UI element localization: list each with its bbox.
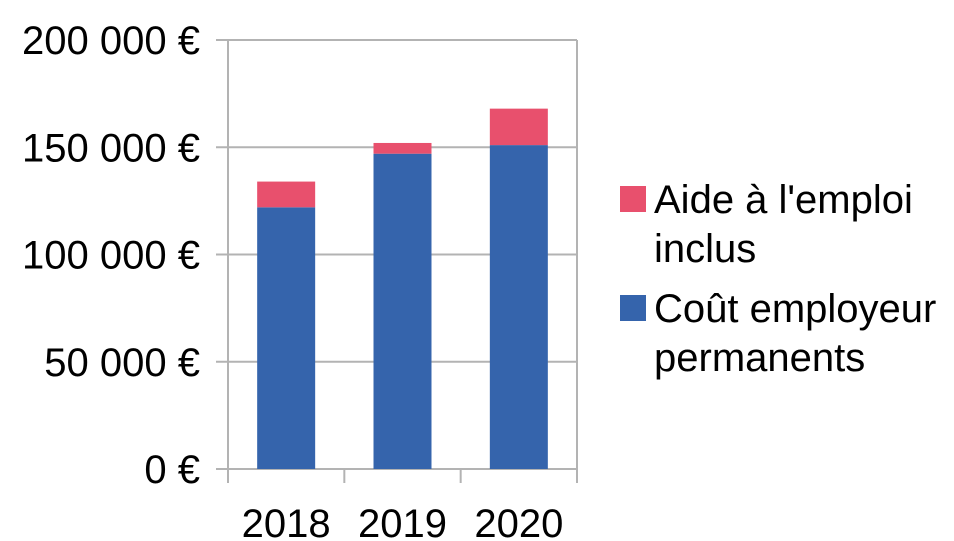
x-axis-labels: 2018 2019 2020 — [242, 502, 564, 541]
y-tick-label: 200 000 € — [22, 19, 200, 63]
legend: Aide à l'emploi inclus Coût employeur pe… — [620, 178, 936, 380]
x-tick-label: 2020 — [474, 502, 563, 541]
bar-cout-2019 — [373, 153, 432, 469]
legend-swatch-cout — [620, 295, 646, 321]
bar-cout-2020 — [489, 145, 548, 470]
bar-aide-2020 — [489, 108, 548, 146]
bar-aide-2018 — [257, 181, 316, 208]
legend-label-aide-line1: Aide à l'emploi — [654, 178, 913, 222]
legend-label-cout-line1: Coût employeur — [654, 287, 936, 331]
bar-aide-2019 — [373, 142, 432, 154]
bars — [257, 108, 548, 470]
y-tick-label: 100 000 € — [22, 234, 200, 278]
bar-cout-2018 — [257, 207, 316, 469]
y-tick-label: 0 € — [144, 448, 200, 492]
y-tick-label: 150 000 € — [22, 126, 200, 170]
legend-swatch-aide — [620, 186, 646, 212]
axes — [227, 40, 578, 483]
y-tick-label: 50 000 € — [44, 341, 200, 385]
x-tick-label: 2019 — [358, 502, 447, 541]
y-axis-ticks: 0 € 50 000 € 100 000 € 150 000 € 200 000 € — [22, 19, 200, 492]
legend-label-aide-line2: inclus — [654, 227, 756, 271]
x-tick-label: 2018 — [242, 502, 331, 541]
legend-label-cout-line2: permanents — [654, 336, 865, 380]
